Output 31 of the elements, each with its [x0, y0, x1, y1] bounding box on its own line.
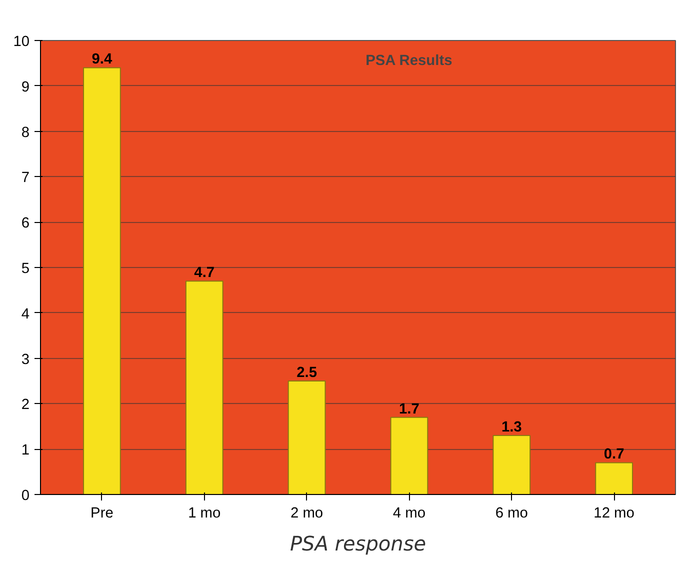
bar	[492, 434, 531, 494]
bar	[288, 380, 326, 494]
bar	[595, 462, 633, 494]
data-label: 2.5	[296, 365, 317, 381]
x-tick-label: 1 mo	[188, 506, 221, 522]
x-tick-label: 12 mo	[594, 506, 634, 522]
data-label: 0.7	[604, 446, 624, 463]
text: PSA Results	[366, 52, 452, 69]
x-tick-label: 4 mo	[392, 506, 426, 522]
data-label: 1.7	[399, 401, 420, 418]
y-tick-label: 9	[21, 79, 30, 96]
y-tick-label: 7	[21, 170, 30, 186]
x-tick-label: 6 mo	[495, 506, 528, 522]
bar	[83, 67, 121, 494]
data-label: 4.7	[194, 265, 215, 282]
y-tick-label: 4	[21, 306, 30, 322]
y-tick-label: 1	[21, 442, 30, 459]
bar	[390, 416, 428, 494]
y-tick-label: 5	[21, 261, 30, 277]
x-tick-label: Pre	[90, 506, 114, 522]
data-label: 9.4	[92, 52, 113, 68]
y-tick-label: 2	[21, 397, 30, 414]
data-label: 1.3	[501, 419, 522, 436]
text: PSA response	[290, 532, 426, 556]
y-tick-label: 10	[13, 34, 30, 50]
y-tick-label: 0	[21, 488, 30, 504]
bar	[185, 280, 224, 494]
y-tick-label: 6	[21, 216, 30, 232]
y-tick-label: 3	[21, 352, 30, 368]
x-tick-label: 2 mo	[290, 506, 324, 522]
y-tick-label: 8	[21, 124, 30, 141]
